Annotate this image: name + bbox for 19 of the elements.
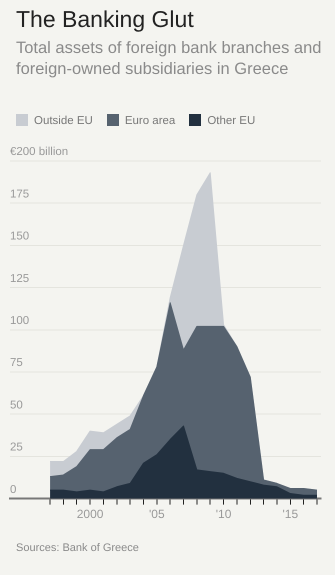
chart-subtitle: Total assets of foreign bank branches and foreign-owned subsidiaries in Greece bbox=[16, 38, 322, 80]
y-tick-label: 25 bbox=[10, 442, 23, 454]
x-tick-label: 2000 bbox=[76, 507, 104, 522]
x-tick-label: '05 bbox=[149, 507, 165, 522]
legend-label: Other EU bbox=[207, 115, 256, 127]
y-tick-label: €200 billion bbox=[10, 146, 68, 158]
y-tick-label: 0 bbox=[10, 484, 16, 496]
y-tick-label: 100 bbox=[10, 314, 30, 327]
y-tick-label: 75 bbox=[10, 357, 23, 370]
y-tick-label: 175 bbox=[10, 188, 30, 200]
y-tick-label: 50 bbox=[10, 399, 23, 412]
x-tick-label: '10 bbox=[216, 507, 232, 522]
source-note: Sources: Bank of Greece bbox=[16, 542, 139, 554]
chart-title: The Banking Glut bbox=[16, 6, 194, 33]
x-tick-label: '15 bbox=[282, 507, 298, 522]
legend-label: Euro area bbox=[124, 115, 176, 127]
legend-label: Outside EU bbox=[34, 115, 93, 127]
y-tick-label: 125 bbox=[10, 272, 30, 285]
y-tick-label: 150 bbox=[10, 230, 30, 243]
